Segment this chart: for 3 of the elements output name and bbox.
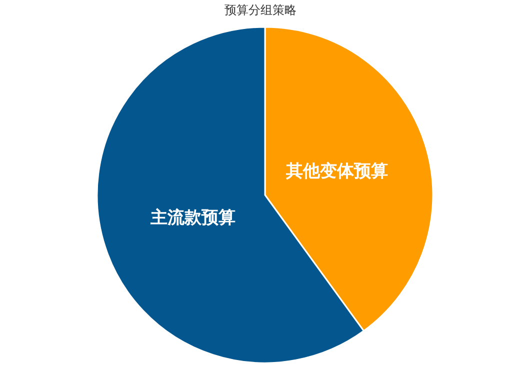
chart-title: 预算分组策略 [224, 3, 296, 17]
slice-label: 主流款预算 [150, 208, 236, 228]
slice-label: 其他变体预算 [284, 161, 388, 182]
